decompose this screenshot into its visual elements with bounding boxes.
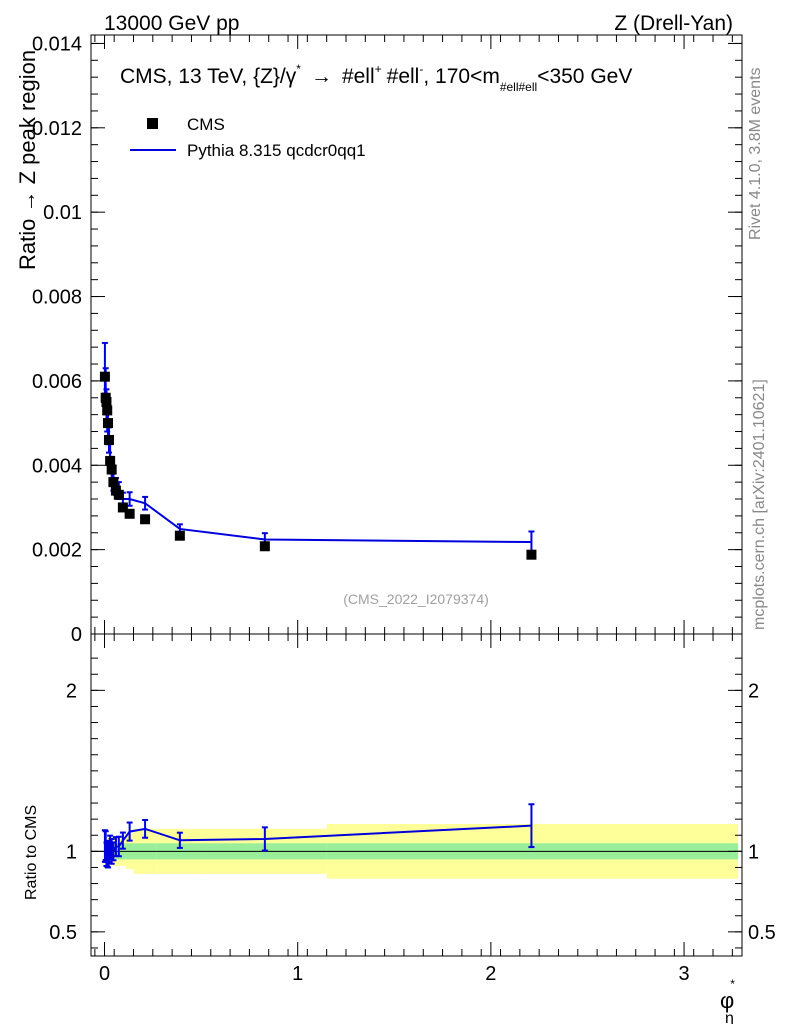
title-sub: #ell#ell	[500, 80, 537, 94]
x-label-sup: *	[730, 977, 735, 991]
y-tick-label: 0.002	[32, 540, 82, 562]
x-tick-label: 0	[99, 963, 110, 985]
cms-point	[117, 502, 128, 513]
cms-point	[102, 405, 113, 416]
ratio-axis-label: Ratio to CMS	[23, 805, 40, 900]
cms-point	[105, 456, 116, 467]
x-label-phi: φ	[720, 988, 734, 1013]
cms-point	[113, 489, 124, 500]
y-tick-label: 0	[71, 624, 82, 646]
y-tick-label: 0.006	[32, 371, 82, 393]
y-tick-label: 0.008	[32, 287, 82, 309]
cms-point	[108, 477, 119, 488]
x-tick-label: 3	[678, 963, 689, 985]
cms-point	[526, 549, 537, 560]
header-right: Z (Drell-Yan)	[614, 12, 733, 35]
legend-cms-label: CMS	[187, 115, 225, 134]
ratio-tick-label-left: 0.5	[49, 922, 77, 944]
cms-point	[174, 530, 185, 541]
ratio-frame	[90, 633, 743, 957]
title-plus: +	[375, 62, 382, 76]
title-main: CMS, 13 TeV, {Z}/γ	[120, 65, 297, 88]
ratio-tick-label-right: 2	[748, 680, 759, 702]
ratio-tick-label-left: 2	[66, 680, 77, 702]
cms-point	[259, 541, 270, 552]
ratio-tick-label-right: 1	[748, 841, 759, 863]
y-tick-label: 0.004	[32, 455, 82, 477]
mcplots-label: mcplots.cern.ch [arXiv:2401.10621]	[751, 379, 768, 630]
title-sup: *	[296, 62, 301, 76]
header-left: 13000 GeV pp	[104, 12, 239, 35]
title-ell1: #ell	[342, 65, 375, 88]
title-tail2: <350 GeV	[537, 65, 632, 88]
x-label-sub: η	[725, 1010, 734, 1024]
y-tick-label: 0.012	[32, 118, 82, 140]
x-tick-label: 2	[485, 963, 496, 985]
cms-point	[140, 514, 151, 525]
pythia-line	[103, 368, 532, 544]
cms-point	[103, 434, 114, 445]
watermark-label: (CMS_2022_I2079374)	[343, 591, 489, 607]
rivet-label: Rivet 4.1.0, 3.8M events	[747, 67, 764, 240]
legend-pythia-label: Pythia 8.315 qcdcr0qq1	[187, 141, 366, 160]
cms-point	[99, 371, 110, 382]
cms-point	[106, 464, 117, 475]
ratio-tick-label-left: 1	[66, 841, 77, 863]
cms-point	[101, 396, 112, 407]
legend-cms-marker	[147, 118, 158, 129]
cms-point	[102, 418, 113, 429]
title-tail1: , 170<m	[423, 65, 499, 88]
title-ell2: #ell	[387, 65, 420, 88]
y-tick-label: 0.01	[43, 202, 82, 224]
y-tick-label: 0.014	[32, 33, 82, 55]
x-tick-label: 1	[292, 963, 303, 985]
plot-title: CMS, 13 TeV, {Z}/γ* → #ell+ #ell-, 170<m#el…	[120, 62, 632, 94]
ratio-tick-label-right: 0.5	[748, 922, 776, 944]
title-arrow: →	[311, 65, 332, 88]
title-minus: -	[419, 62, 423, 76]
cms-point	[124, 508, 135, 519]
x-axis-label: φ* η	[720, 977, 735, 1024]
chart-dynamic-layer: 0 1 2 3 0 0.002 0.004 0.006 0.008 0.01 0.012 0.014 0…	[32, 33, 776, 985]
y-axis-label: Ratio → Z peak region	[15, 50, 40, 270]
